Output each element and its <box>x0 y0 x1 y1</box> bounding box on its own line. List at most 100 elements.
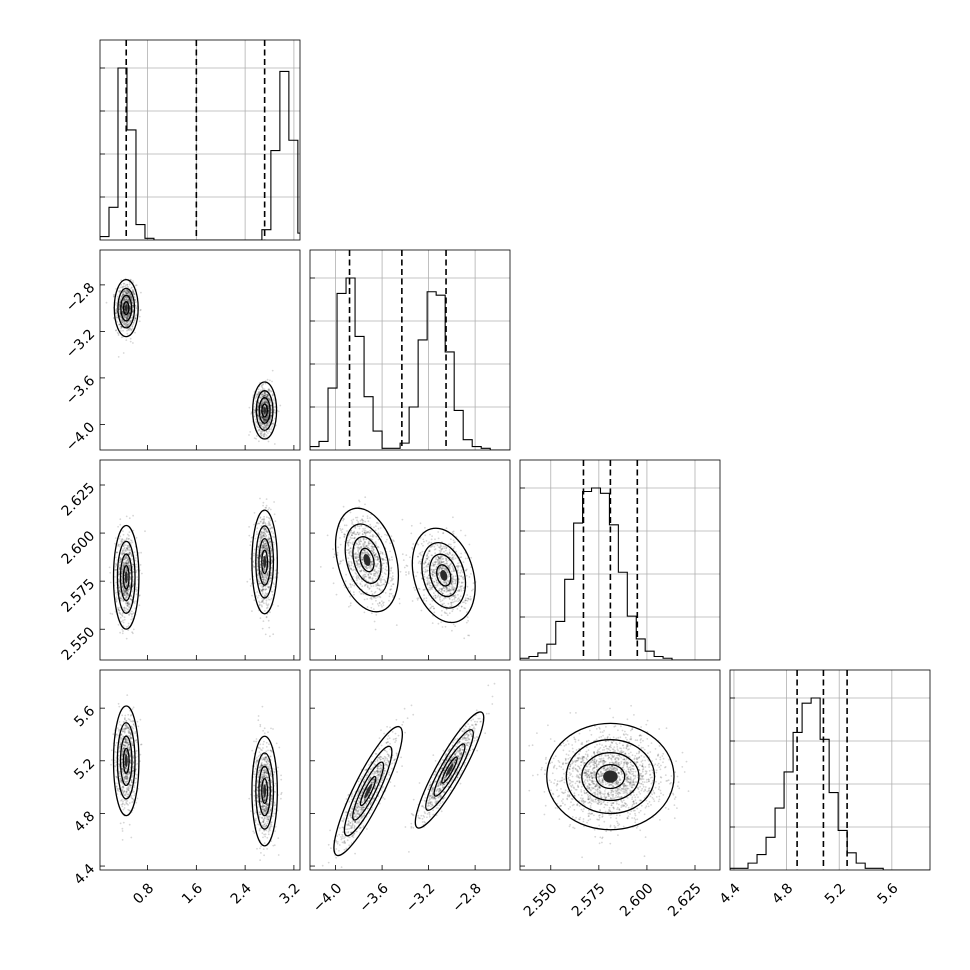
y-tick-label: 2.600 <box>59 528 99 568</box>
panel-frame <box>309 669 511 871</box>
density-contour <box>252 381 278 440</box>
panel-frame <box>99 39 301 241</box>
y-tick-label: 2.625 <box>59 480 99 520</box>
density-contour <box>436 564 452 587</box>
density-contour <box>411 527 476 624</box>
density-contour <box>255 390 274 431</box>
panel-2-2 <box>519 459 721 661</box>
histogram-series <box>310 277 510 450</box>
panel-2-1 <box>309 459 511 661</box>
density-peak <box>445 763 454 777</box>
x-tick-label: −4.0 <box>310 880 345 915</box>
panel-content <box>105 277 282 445</box>
panel-1-1 <box>309 249 511 451</box>
x-tick-label: −3.2 <box>403 880 438 915</box>
panel-content <box>520 460 720 660</box>
density-contour <box>120 294 133 322</box>
density-contour <box>565 739 656 815</box>
panel-frame <box>99 459 301 661</box>
density-contour <box>119 553 133 602</box>
density-contour <box>112 524 140 630</box>
density-contour <box>429 553 459 598</box>
density-contour <box>425 729 474 811</box>
panel-content <box>730 670 930 870</box>
y-tick-label: 2.550 <box>59 624 99 664</box>
density-peak <box>124 304 128 312</box>
x-tick-label: 2.575 <box>569 880 609 920</box>
x-tick-label: 2.625 <box>665 880 705 920</box>
x-tick-label: 4.8 <box>769 880 796 907</box>
x-tick-label: 3.2 <box>277 880 304 907</box>
density-contour <box>255 752 275 830</box>
panel-frame <box>519 459 721 661</box>
panel-content <box>528 704 690 864</box>
density-contour <box>255 525 275 599</box>
density-contour <box>352 761 385 821</box>
y-tick-label: −4.0 <box>63 419 98 454</box>
panel-3-1 <box>309 669 511 871</box>
panel-3-3 <box>729 669 931 871</box>
density-peak <box>363 554 371 566</box>
density-contour <box>333 725 403 857</box>
panel-3-2 <box>519 669 721 871</box>
y-tick-label: 2.575 <box>59 576 99 616</box>
panel-content <box>108 497 279 640</box>
panel-frame <box>309 249 511 451</box>
density-peak <box>364 783 373 799</box>
density-contour <box>112 705 140 817</box>
density-contour <box>352 536 382 584</box>
density-contour <box>261 549 269 575</box>
density-contour <box>334 507 399 613</box>
density-contour <box>261 778 269 805</box>
y-tick-label: 4.4 <box>71 861 98 888</box>
scatter-points <box>105 277 282 445</box>
density-contour <box>546 722 675 831</box>
density-contour <box>581 752 640 802</box>
panel-3-0 <box>99 669 301 871</box>
density-contour <box>414 711 485 829</box>
y-tick-label: 5.2 <box>71 756 98 783</box>
panel-content <box>110 694 283 861</box>
density-contour <box>595 763 626 790</box>
x-tick-label: 1.6 <box>179 880 206 907</box>
panel-0-0 <box>99 39 301 241</box>
panel-frame <box>729 669 931 871</box>
density-contour <box>251 735 278 847</box>
density-contour <box>119 735 133 787</box>
density-peak <box>263 556 267 568</box>
y-tick-label: −3.6 <box>63 373 98 408</box>
density-contour <box>421 542 467 609</box>
x-tick-label: 0.8 <box>130 880 157 907</box>
density-contour <box>251 509 278 615</box>
density-peak <box>263 407 266 414</box>
histogram-series <box>520 487 720 660</box>
scatter-points <box>528 704 690 864</box>
scatter-points <box>321 682 496 869</box>
panel-content <box>319 496 477 640</box>
density-peak <box>124 754 128 768</box>
density-contour <box>344 523 390 597</box>
density-contour <box>441 756 458 784</box>
density-contour <box>258 538 271 586</box>
density-contour <box>343 745 393 837</box>
y-tick-label: −3.2 <box>63 326 98 361</box>
density-peak <box>263 784 267 798</box>
density-contour <box>258 397 271 424</box>
panel-2-0 <box>99 459 301 661</box>
density-contour <box>113 279 139 338</box>
density-contour <box>433 743 466 797</box>
panel-frame <box>309 459 511 661</box>
panel-frame <box>99 249 301 451</box>
density-contour <box>122 747 130 774</box>
x-tick-label: 5.2 <box>822 880 849 907</box>
y-tick-label: 4.8 <box>71 808 98 835</box>
density-contour <box>117 287 136 329</box>
panel-content <box>100 40 300 240</box>
density-contour <box>359 547 375 573</box>
density-contour <box>116 722 136 800</box>
density-contour <box>122 301 130 316</box>
x-tick-label: 2.550 <box>521 880 561 920</box>
density-peak <box>124 571 128 584</box>
density-contour <box>359 775 377 807</box>
